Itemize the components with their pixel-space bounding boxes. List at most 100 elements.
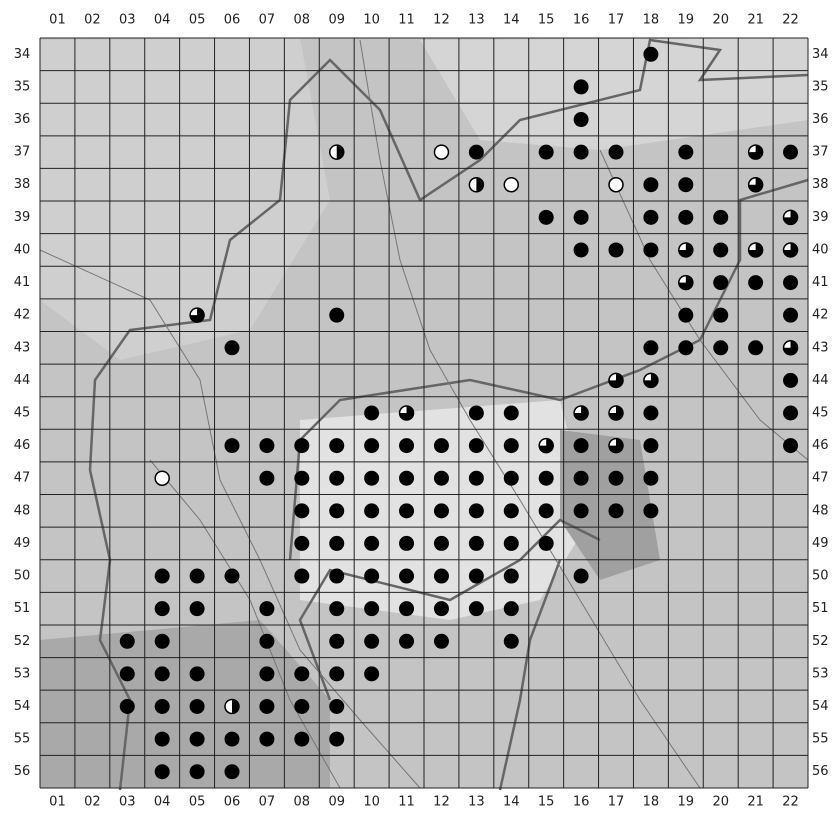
- record: [190, 601, 205, 616]
- dot-full: [259, 732, 274, 747]
- record: [643, 340, 658, 355]
- record: [748, 145, 763, 160]
- record: [643, 373, 658, 388]
- column-label: 14: [503, 795, 520, 810]
- record: [364, 503, 379, 518]
- record: [434, 634, 449, 649]
- row-label: 53: [14, 666, 31, 681]
- record: [329, 601, 344, 616]
- record: [259, 732, 274, 747]
- row-label: 40: [14, 242, 31, 257]
- dot-full: [574, 112, 589, 127]
- dot-full: [643, 471, 658, 486]
- row-label: 49: [14, 536, 31, 551]
- row-label: 44: [14, 373, 31, 388]
- dot-full: [713, 210, 728, 225]
- record: [190, 764, 205, 779]
- dot-full: [155, 601, 170, 616]
- dot-full: [329, 666, 344, 681]
- record: [609, 503, 624, 518]
- record: [399, 471, 414, 486]
- row-label: 39: [14, 210, 31, 225]
- dot-full: [364, 536, 379, 551]
- dot-full: [539, 536, 554, 551]
- dot-full: [364, 569, 379, 584]
- record: [259, 438, 274, 453]
- record: [469, 569, 484, 584]
- record: [434, 536, 449, 551]
- column-label: 09: [328, 13, 345, 28]
- dot-full: [574, 438, 589, 453]
- record: [364, 666, 379, 681]
- dot-full: [783, 275, 798, 290]
- record: [190, 732, 205, 747]
- dot-full: [504, 471, 519, 486]
- dot-full: [434, 569, 449, 584]
- row-label: 56: [812, 764, 829, 779]
- column-label: 10: [363, 13, 380, 28]
- dot-full: [329, 536, 344, 551]
- dot-full: [259, 634, 274, 649]
- column-label: 18: [643, 795, 660, 810]
- dot-full: [539, 210, 554, 225]
- record: [783, 340, 798, 355]
- row-label: 34: [14, 47, 31, 62]
- column-label: 17: [608, 13, 625, 28]
- dot-full: [678, 145, 693, 160]
- dot-full: [399, 471, 414, 486]
- record: [155, 634, 170, 649]
- record: [399, 634, 414, 649]
- record: [399, 601, 414, 616]
- dot-full: [469, 471, 484, 486]
- record: [643, 503, 658, 518]
- record: [504, 178, 518, 192]
- dot-full: [364, 438, 379, 453]
- record: [364, 471, 379, 486]
- column-label: 04: [154, 13, 171, 28]
- record: [504, 569, 519, 584]
- column-label: 16: [573, 13, 590, 28]
- row-label: 50: [14, 569, 31, 584]
- column-label: 06: [224, 13, 241, 28]
- dot-full: [783, 145, 798, 160]
- record: [609, 406, 624, 421]
- record: [713, 210, 728, 225]
- dot-full: [713, 242, 728, 257]
- record: [329, 308, 344, 323]
- dot-full: [678, 340, 693, 355]
- record: [469, 177, 484, 192]
- column-label: 20: [712, 13, 729, 28]
- record: [155, 699, 170, 714]
- dot-full: [399, 536, 414, 551]
- row-label: 51: [14, 601, 31, 616]
- record: [330, 145, 345, 160]
- dot-full: [329, 699, 344, 714]
- record: [713, 242, 728, 257]
- dot-full: [574, 471, 589, 486]
- dot-open: [609, 178, 623, 192]
- dot-full: [678, 210, 693, 225]
- record: [643, 47, 658, 62]
- record: [225, 569, 240, 584]
- dot-full: [469, 569, 484, 584]
- record: [783, 210, 798, 225]
- dot-full: [469, 438, 484, 453]
- row-label: 54: [812, 699, 829, 714]
- column-label: 02: [84, 13, 101, 28]
- record: [155, 732, 170, 747]
- dot-full: [713, 275, 728, 290]
- row-label: 49: [812, 536, 829, 551]
- row-label: 35: [812, 79, 829, 94]
- record: [469, 536, 484, 551]
- column-label: 02: [84, 795, 101, 810]
- dot-full: [434, 634, 449, 649]
- record: [609, 373, 624, 388]
- record: [504, 438, 519, 453]
- dot-full: [504, 438, 519, 453]
- record: [748, 275, 763, 290]
- dot-full: [643, 406, 658, 421]
- dot-full: [364, 666, 379, 681]
- record: [225, 340, 240, 355]
- dot-full: [434, 438, 449, 453]
- record: [574, 438, 589, 453]
